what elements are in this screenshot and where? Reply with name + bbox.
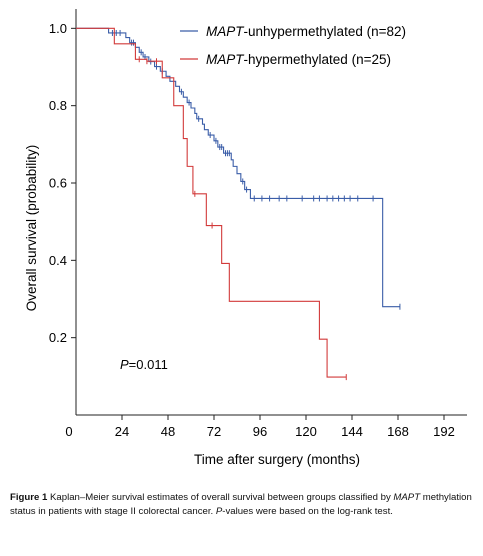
p-value-annotation: P=0.011 — [120, 357, 168, 372]
survival-chart: 0.2 0.4 0.6 0.8 1.0 0 24 48 72 96 120 144 168 192 MAP… — [24, 9, 467, 467]
x-tick-label: 96 — [253, 424, 267, 439]
series-1 — [76, 27, 401, 310]
survival-curve — [76, 27, 347, 378]
caption-text-3: -values were based on the log-rank test. — [222, 506, 393, 517]
series-layer — [76, 27, 401, 381]
y-tick-label: 0.4 — [49, 253, 67, 268]
x-tick-label: 72 — [207, 424, 221, 439]
y-tick-label: 0.8 — [49, 98, 67, 113]
caption-gene-name: MAPT — [393, 492, 421, 503]
y-axis-label: Overall survival (probability) — [24, 145, 39, 312]
x-tick-label: 48 — [161, 424, 175, 439]
series-2 — [76, 27, 347, 381]
x-tick-label: 24 — [115, 424, 129, 439]
p-value-text: =0.011 — [129, 357, 168, 372]
x-tick-label: 168 — [387, 424, 409, 439]
legend-label-rest: -hypermethylated (n=25) — [244, 52, 391, 67]
x-tick-label: 0 — [65, 424, 72, 439]
legend-label-rest: -unhypermethylated (n=82) — [244, 24, 406, 39]
y-tick-label: 0.6 — [49, 176, 67, 191]
caption-p: P — [215, 506, 223, 517]
legend-label: MAPT-hypermethylated (n=25) — [206, 52, 391, 67]
x-axis-label: Time after surgery (months) — [194, 452, 360, 467]
x-tick-label: 192 — [433, 424, 455, 439]
legend-label-gene: MAPT — [206, 24, 245, 39]
legend-label: MAPT-unhypermethylated (n=82) — [206, 24, 406, 39]
y-tick-label: 1.0 — [49, 21, 67, 36]
figure-label: Figure 1 — [10, 492, 48, 503]
legend-label-gene: MAPT — [206, 52, 245, 67]
y-tick-label: 0.2 — [49, 330, 67, 345]
figure-caption: Figure 1 Kaplan–Meier survival estimates… — [10, 491, 472, 519]
chart-legend: MAPT-unhypermethylated (n=82)MAPT-hyperm… — [180, 24, 406, 67]
chart-axes: 0.2 0.4 0.6 0.8 1.0 0 24 48 72 96 120 144 168 192 — [49, 9, 467, 439]
caption-text-2: methylation status in patients with stag… — [10, 492, 472, 517]
x-tick-label: 120 — [295, 424, 317, 439]
p-value-italic: P — [120, 357, 129, 372]
survival-curve — [76, 27, 400, 308]
caption-text-1: Kaplan–Meier survival estimates of overa… — [50, 492, 394, 503]
x-tick-label: 144 — [341, 424, 363, 439]
